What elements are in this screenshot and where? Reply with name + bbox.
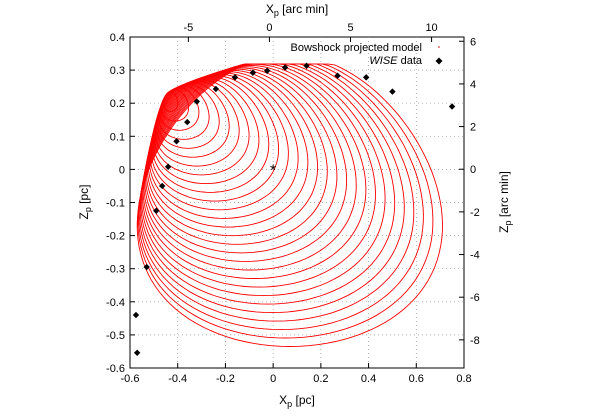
wise-data-point xyxy=(303,62,310,69)
y2-tick-label: -2 xyxy=(470,207,480,219)
y2-tick-labels: -8 -6 -4 -2 0 2 4 6 xyxy=(470,36,480,347)
legend-marker-wise xyxy=(435,57,443,65)
y-tick-label: -0.2 xyxy=(106,231,125,243)
x-tick-label: 0.2 xyxy=(313,373,328,385)
legend-label-wise: WISE data xyxy=(369,55,422,67)
wise-data-point xyxy=(159,182,166,190)
legend-marker-model xyxy=(438,46,440,48)
wise-data-point xyxy=(362,74,370,81)
y2-tick-label: -4 xyxy=(470,250,480,262)
y-tick-label: 0.3 xyxy=(110,65,125,77)
model-curve xyxy=(136,63,443,347)
wise-data-point xyxy=(448,103,456,110)
x-axis-label: Xp [pc] xyxy=(279,393,315,409)
x-tick-label: -0.2 xyxy=(216,373,235,385)
y-tick-label: -0.4 xyxy=(106,297,125,309)
x-tick-label: 0.8 xyxy=(456,373,471,385)
wise-data-point xyxy=(212,85,220,93)
y2-tick-label: -8 xyxy=(470,335,480,347)
y-tick-label: -0.6 xyxy=(106,363,125,375)
y-tick-label: 0.1 xyxy=(110,131,125,143)
y2-tick-label: 4 xyxy=(470,79,476,91)
x2-axis-label: Xp [arc min] xyxy=(266,2,328,18)
wise-data-point xyxy=(193,98,200,105)
y-tick-label: -0.1 xyxy=(106,198,125,210)
y2-tick-label: -6 xyxy=(470,292,480,304)
x2-tick-label: 5 xyxy=(347,22,353,34)
legend-label-model: Bowshock projected model xyxy=(291,42,422,54)
wise-data-point xyxy=(281,64,289,71)
wise-data-point xyxy=(143,263,150,271)
axis-ticks xyxy=(129,36,465,369)
wise-data-point xyxy=(132,311,140,319)
x-tick-label: 0.6 xyxy=(409,373,424,385)
y2-axis-label: Zp [arc min] xyxy=(497,171,513,233)
star-symbol: * xyxy=(270,162,276,179)
y-tick-labels: -0.6 -0.5 -0.4 -0.3 -0.2 -0.1 0 0.1 0.2 0.3 0.4 xyxy=(106,32,125,375)
wise-data-point xyxy=(133,349,141,356)
y-tick-label: -0.3 xyxy=(106,264,125,276)
wise-data-point xyxy=(263,67,271,74)
wise-data-point xyxy=(231,74,239,81)
x-tick-labels: -0.6 -0.4 -0.2 0 0.2 0.4 0.6 0.8 xyxy=(121,373,472,385)
wise-data-point xyxy=(184,118,191,126)
y-tick-label: 0.4 xyxy=(110,32,125,44)
y-tick-label: -0.5 xyxy=(106,330,125,342)
wise-data-point xyxy=(164,163,172,170)
wise-data-point xyxy=(173,138,180,145)
x-tick-label: 0 xyxy=(270,373,276,385)
x2-tick-labels: -5 0 5 10 xyxy=(183,22,437,34)
y2-tick-label: 2 xyxy=(470,122,476,134)
x2-tick-label: 0 xyxy=(266,22,272,34)
y-tick-label: 0.2 xyxy=(110,98,125,110)
wise-data-point xyxy=(389,88,396,95)
x2-tick-label: 10 xyxy=(425,22,437,34)
wise-data-point xyxy=(153,207,160,214)
legend: Bowshock projected model WISE data xyxy=(291,42,443,67)
y-axis-label: Zp [pc] xyxy=(77,184,93,219)
wise-data-points xyxy=(132,62,456,356)
star-marker: * xyxy=(270,162,276,179)
wise-data-point xyxy=(334,72,341,79)
x-tick-label: -0.6 xyxy=(121,373,140,385)
wise-data-point xyxy=(249,69,257,76)
x-tick-label: -0.4 xyxy=(168,373,187,385)
y2-tick-label: 6 xyxy=(470,36,476,48)
y2-tick-label: 0 xyxy=(470,164,476,176)
y-tick-label: 0 xyxy=(119,164,125,176)
x2-tick-label: -5 xyxy=(183,22,193,34)
x-tick-label: 0.4 xyxy=(361,373,376,385)
